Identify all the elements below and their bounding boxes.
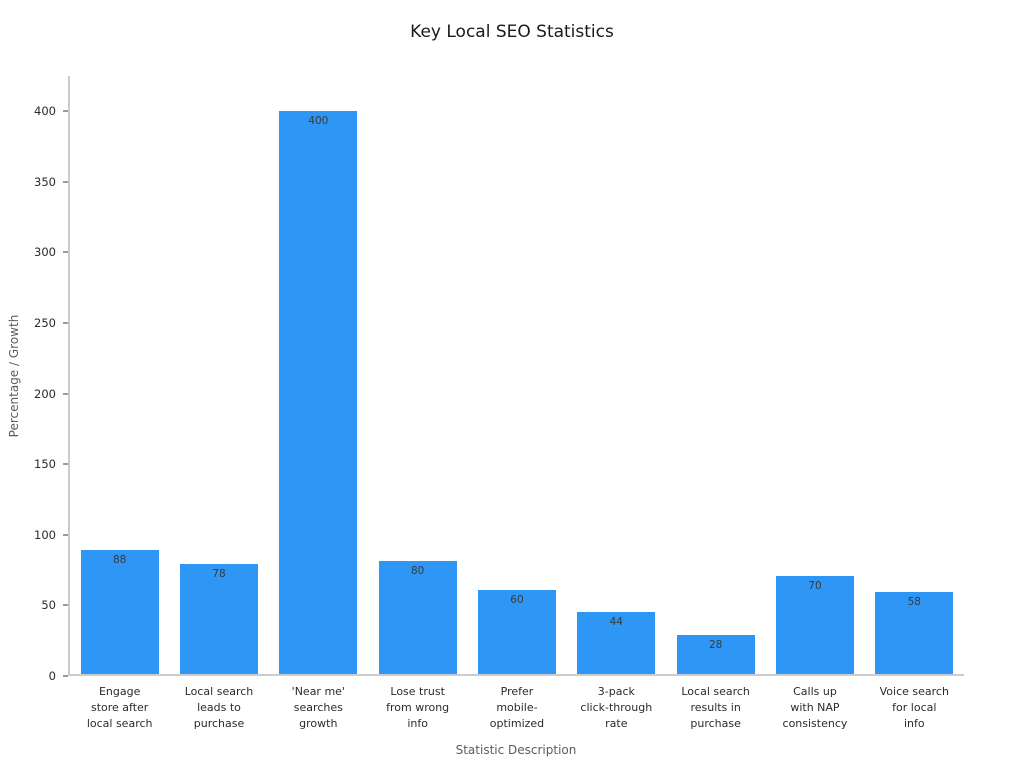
y-tick: 200 (0, 386, 68, 402)
y-tick-label: 250 (34, 316, 56, 331)
x-tick-label: Local search results in purchase (681, 685, 750, 730)
bar-slot: 28 Local search results in purchase (666, 76, 765, 730)
y-tick-label: 0 (48, 669, 56, 683)
plot-area: 88 Engage store after local search 78 Local… (68, 76, 964, 730)
y-tick-mark (63, 604, 68, 607)
y-tick-mark (63, 392, 68, 395)
bar: 70 (775, 575, 854, 674)
bar-slot: 70 Calls up with NAP consistency (765, 76, 864, 730)
chart-title: Key Local SEO Statistics (410, 22, 614, 42)
bar: 44 (577, 612, 656, 674)
y-tick-label: 50 (41, 598, 56, 613)
x-tick-label: Engage store after local search (86, 685, 153, 730)
bar-slot: 78 Local search leads to purchase (169, 76, 268, 730)
y-tick-label: 100 (34, 527, 56, 542)
x-tick-label: Prefer mobile- optimized (489, 685, 545, 730)
y-tick-mark (63, 251, 68, 254)
bar-value-label: 400 (308, 115, 329, 128)
x-tick-label: Voice search for local info (879, 685, 949, 730)
bar: 400 (279, 111, 358, 674)
y-tick: 0 (0, 668, 68, 684)
y-tick: 100 (0, 527, 68, 543)
y-tick: 300 (0, 244, 68, 260)
bar-slot: 58 Voice search for local info (865, 76, 964, 730)
bar: 28 (676, 634, 755, 674)
bar-value-label: 44 (609, 616, 623, 629)
y-tick: 150 (0, 456, 68, 472)
y-tick-mark (63, 322, 68, 325)
bar: 58 (875, 592, 954, 674)
bar: 78 (179, 564, 258, 674)
y-tick: 250 (0, 315, 68, 331)
x-axis-label: Statistic Description (455, 743, 577, 757)
bar-value-label: 58 (907, 596, 921, 609)
y-tick-mark (63, 463, 68, 466)
y-tick-mark (63, 533, 68, 536)
bar-value-label: 70 (808, 579, 822, 592)
bar-value-label: 78 (212, 568, 226, 581)
y-tick: 400 (0, 103, 68, 119)
bar-slot: 80 Lose trust from wrong info (368, 76, 467, 730)
bar-slot: 88 Engage store after local search (70, 76, 169, 730)
bar: 88 (80, 550, 159, 674)
x-tick-label: 3-pack click-through rate (580, 685, 653, 730)
y-tick-label: 350 (34, 174, 56, 189)
y-tick: 50 (0, 597, 68, 613)
y-tick-mark (63, 110, 68, 113)
x-tick-label: Calls up with NAP consistency (782, 685, 848, 730)
x-tick-label: Lose trust from wrong info (386, 685, 450, 730)
y-tick-mark (63, 180, 68, 183)
bar-value-label: 88 (112, 554, 127, 567)
bar-slot: 60 Prefer mobile- optimized (467, 76, 566, 730)
bar-slot: 400 'Near me' searches growth (269, 76, 368, 730)
bar: 60 (477, 589, 556, 674)
bar-value-label: 80 (410, 565, 425, 578)
y-tick-label: 150 (34, 457, 56, 472)
x-tick-label: 'Near me' searches growth (291, 685, 345, 730)
bar-value-label: 28 (708, 638, 723, 651)
y-tick-label: 300 (34, 245, 56, 260)
bar-slot: 44 3-pack click-through rate (567, 76, 666, 730)
y-tick-mark (63, 675, 68, 677)
y-tick-label: 400 (34, 104, 56, 119)
y-tick-label: 200 (34, 386, 56, 401)
bar: 80 (378, 561, 457, 674)
y-axis: 0 50 100 150 200 250 300 350 400 (0, 76, 68, 683)
bar-value-label: 60 (510, 593, 524, 606)
x-tick-label: Local search leads to purchase (184, 685, 254, 730)
y-tick: 350 (0, 174, 68, 190)
